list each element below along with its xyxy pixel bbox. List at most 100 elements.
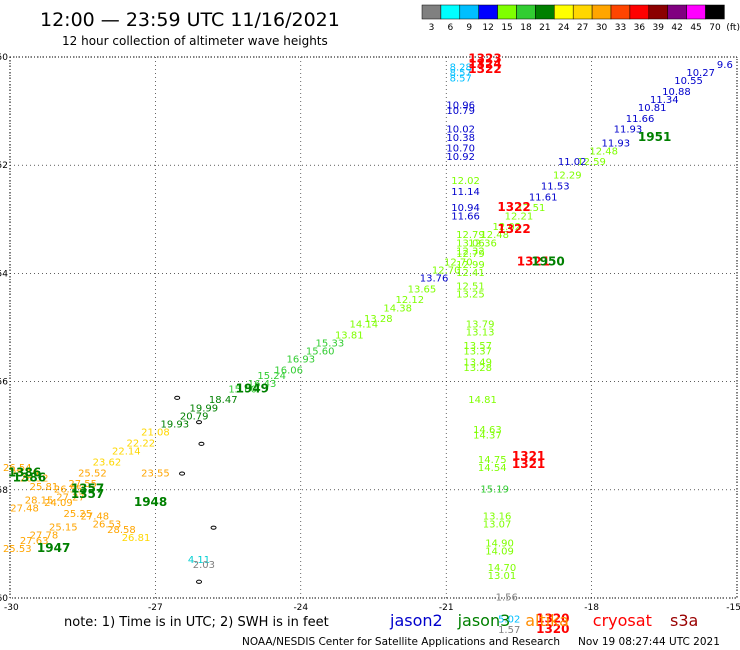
swh-label: 15.60 (228, 384, 257, 395)
colorbar-swatch (591, 4, 612, 20)
island-outline (198, 441, 205, 446)
swh-label: 10.88 (662, 87, 691, 98)
islands-layer (174, 395, 217, 584)
y-tick-label: -60 (0, 594, 8, 604)
swh-label: 10.96 (446, 100, 475, 111)
swh-label: 25.52 (78, 468, 107, 479)
legend-entry: jason3 (457, 611, 511, 630)
swh-label: 14.75 (478, 455, 507, 466)
rev-number-label: 1947 (37, 541, 70, 555)
swh-label: 14.54 (478, 463, 507, 474)
swh-points-layer: 9.610.2710.5510.8811.3410.8111.6611.9311… (3, 60, 733, 636)
x-tick-label: -21 (439, 603, 454, 613)
swh-label: 15.60 (306, 347, 335, 358)
chart-subtitle: 12 hour collection of altimeter wave hei… (62, 34, 328, 48)
swh-label: 14.90 (485, 539, 514, 550)
legend-entry: s3a (670, 611, 698, 630)
swh-label: 13.37 (463, 347, 492, 358)
colorbar-tick-label: 9 (466, 23, 472, 33)
colorbar-unit: (ft) (726, 23, 740, 33)
rev-number-label: 1323 (468, 51, 501, 65)
colorbar-tick-label: 27 (577, 23, 588, 33)
swh-label: 1.56 (496, 593, 518, 604)
swh-label: 16.43 (248, 379, 277, 390)
swh-label: 10.55 (674, 76, 703, 87)
swh-label: 9.6 (717, 60, 733, 71)
swh-label: 25.53 (3, 544, 32, 555)
swh-label: 12.02 (451, 176, 480, 187)
swh-label: 26.53 (93, 520, 122, 531)
colorbar-swatch (667, 4, 687, 20)
rev-number-label: 1951 (638, 130, 671, 144)
swh-label: 13.28 (463, 363, 492, 374)
footer-credit: NOAA/NESDIS Center for Satellite Applica… (242, 636, 560, 648)
rev-number-label: 1357 (71, 482, 104, 496)
swh-label: 12.32 (456, 246, 485, 257)
swh-label: 8.57 (450, 68, 472, 79)
swh-label: 10.70 (446, 144, 475, 155)
swh-label: 22.14 (112, 447, 141, 458)
colorbar-tick-label: 6 (447, 23, 453, 33)
rev-number-label: 1321 (512, 449, 545, 463)
x-tick-label: -24 (293, 603, 308, 613)
colorbar-swatch (610, 4, 631, 20)
rev-number-label: 1324 (468, 57, 501, 71)
swh-label: 10.02 (446, 125, 475, 136)
swh-label: 12.36 (468, 238, 497, 249)
swh-label: 11.93 (614, 125, 643, 136)
rev-number-label: 1320 (536, 622, 569, 636)
rev-labels-layer: 1323132413221951132213221321195019491321… (8, 51, 671, 636)
swh-label: 25.15 (49, 522, 78, 533)
island-outline (196, 579, 203, 584)
swh-label: 28.15 (25, 495, 54, 506)
swh-label: 12.12 (396, 295, 425, 306)
swh-label: 13.28 (364, 314, 393, 325)
swh-label: 14.63 (473, 425, 502, 436)
colorbar-tick-label: 24 (558, 23, 570, 33)
swh-label: 15.33 (316, 338, 345, 349)
x-tick-label: -27 (148, 603, 163, 613)
colorbar-tick-label: 39 (653, 23, 665, 33)
swh-label: 12.51 (517, 203, 546, 214)
grid-lines (9, 56, 738, 599)
swh-label: 12.41 (456, 268, 485, 279)
colorbar-tick-label: 30 (596, 23, 608, 33)
swh-label: 13.76 (420, 274, 449, 285)
rev-number-label: 1357 (71, 487, 104, 501)
y-tick-label: -54 (0, 269, 8, 279)
rev-number-label: 1386 (8, 465, 41, 479)
swh-label: 14.37 (473, 430, 502, 441)
swh-label: 24.09 (44, 498, 73, 509)
swh-label: 4.11 (188, 555, 210, 566)
swh-label: 12.02 (492, 222, 521, 233)
swh-label: 25.59 (10, 468, 39, 479)
island-outline (174, 395, 181, 400)
colorbar-tick-label: 18 (520, 23, 532, 33)
swh-label: 11.34 (650, 95, 679, 106)
swh-label: 12.29 (553, 171, 582, 182)
rev-number-label: 1949 (236, 381, 269, 395)
swh-label: 14.38 (383, 303, 412, 314)
swh-label: 14.09 (485, 547, 514, 558)
colorbar-tick-label: 42 (671, 23, 682, 33)
swh-label: 13.16 (483, 512, 512, 523)
colorbar-legend: 3 6 9 12 15 18 21 24 27 30 33 36 39 42 45 70 (ft) (421, 4, 740, 33)
swh-label: 8.57 (450, 73, 472, 84)
swh-label: 10.92 (446, 152, 475, 163)
colorbar-swatch (648, 4, 668, 20)
swh-label: 19.99 (190, 403, 219, 414)
colorbar-tick-label: 3 (429, 23, 435, 33)
y-tick-label: -50 (0, 53, 8, 63)
swh-label: 11.66 (451, 211, 480, 222)
colorbar-tick-label: 15 (501, 23, 512, 33)
swh-label: 12.70 (444, 257, 473, 268)
swh-label: 22.22 (127, 439, 156, 450)
swh-label: 27.48 (10, 503, 39, 514)
legend-entry: cryosat (593, 611, 652, 630)
swh-label: 23.55 (141, 468, 170, 479)
swh-label: 15.19 (480, 485, 509, 496)
x-tick-label: -30 (4, 603, 19, 613)
colorbar-tick-label: 21 (539, 23, 550, 33)
island-outline (210, 525, 217, 530)
chart-title: 12:00 — 23:59 UTC 11/16/2021 (40, 9, 340, 31)
